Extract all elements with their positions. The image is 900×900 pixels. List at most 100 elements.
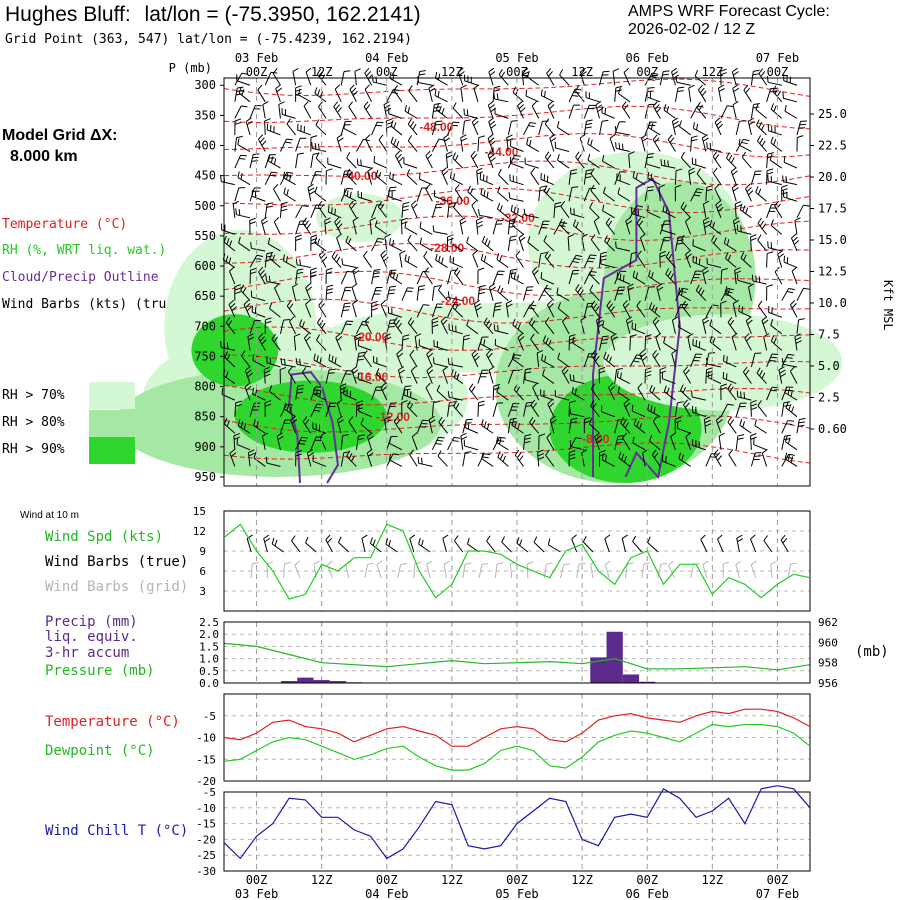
wind-barb [234, 402, 237, 417]
wind-barb-flag [253, 451, 257, 459]
wind-barb-flag [389, 190, 396, 192]
wind-barb-flag [496, 385, 500, 393]
wind-barb [614, 419, 619, 434]
wind-barb [659, 237, 665, 252]
wind-barb-flag [237, 419, 241, 426]
wind-barb-flag [290, 415, 296, 421]
wind-barb-flag [489, 283, 495, 288]
wind-barb-flag [517, 423, 520, 430]
wind-barb-flag [303, 101, 309, 107]
wind-barb-flag [453, 400, 458, 407]
wind-barb-flag [686, 253, 692, 259]
wind-barb [583, 271, 591, 285]
wind-barb-flag [790, 299, 796, 306]
wind-barb-flag [634, 357, 642, 360]
wind-barb-flag [545, 287, 552, 290]
true-barb-flag [782, 537, 788, 544]
wind-barb-flag [736, 390, 739, 397]
wind-barb-flag [712, 221, 716, 229]
wind-barb [316, 339, 327, 351]
wind-barb [648, 127, 661, 136]
wind-barb [336, 237, 342, 252]
wind-barb-flag [587, 153, 591, 161]
wind-barb-flag [509, 238, 517, 242]
label-pressure-unit: (mb) [855, 644, 889, 660]
true-barb [750, 538, 757, 553]
wind-barb-flag [788, 287, 795, 291]
wind-barb-flag [630, 334, 637, 337]
wind-barb-flag [283, 402, 287, 410]
wind-barb-flag [532, 266, 538, 272]
wind-barb-flag [547, 154, 552, 161]
wind-barb [581, 452, 585, 467]
grid-barb-flag [668, 560, 674, 566]
wind-barb-flag [517, 323, 521, 330]
wind-barb [714, 188, 722, 202]
top-hour-label: 12Z [311, 65, 333, 79]
wind-barb [561, 371, 570, 384]
wind-barb-flag [337, 107, 342, 113]
wind-barb-flag [604, 235, 608, 242]
wind-barb [481, 458, 494, 467]
true-barb [717, 539, 724, 553]
wind-barb-flag [589, 268, 593, 275]
wind-barb-flag [236, 135, 243, 139]
wind-barb [470, 155, 479, 169]
wind-barb-flag [522, 71, 529, 76]
wind-barb [286, 123, 297, 136]
true-barb-flag [547, 538, 551, 545]
wind-barb [407, 406, 418, 418]
wind-barb-flag [703, 217, 710, 222]
wind-barb-flag [740, 252, 745, 259]
wind-barb-flag [600, 251, 608, 255]
wind-barb-flag [617, 386, 621, 393]
wind-barb-flag [488, 366, 495, 371]
wind-barb [725, 258, 737, 268]
wind-barb-flag [259, 336, 265, 342]
wind-barb-flag [787, 437, 791, 444]
wind-barb-flag [663, 104, 667, 111]
wind-barb [696, 173, 707, 185]
wind-barb-flag [436, 439, 444, 442]
wind-barb-flag [460, 84, 467, 89]
grid-barb-flag [627, 562, 634, 565]
wind-barb [553, 203, 556, 218]
wind-barb-flag [469, 188, 474, 195]
wind-barb [434, 95, 448, 103]
wind-barb [732, 104, 737, 119]
wind-barb-flag [750, 403, 757, 407]
wind-barb [606, 305, 616, 318]
wind-barb-flag [790, 390, 793, 397]
wind-barb-flag [681, 289, 684, 296]
top-hour-label: 00Z [246, 65, 268, 79]
wind-barb [661, 229, 676, 235]
wind-barb [426, 353, 433, 368]
wind-barb-flag [587, 137, 590, 145]
wind-barb-flag [447, 291, 450, 298]
wind-barb-flag [304, 333, 310, 339]
wind-barb [447, 304, 454, 318]
wind-barb-flag [402, 201, 410, 205]
wind-barb [639, 237, 646, 252]
wind-barb [452, 107, 464, 119]
wind-barb-flag [726, 291, 733, 294]
grid-barb-flag [426, 560, 433, 565]
wind-barb-flag [732, 170, 738, 176]
wind-barb [544, 290, 555, 302]
wind-barb-flag [669, 137, 675, 143]
true-barb [271, 543, 284, 553]
wind-barb-flag [356, 407, 363, 411]
wind-barb-flag [659, 366, 667, 371]
wind-barb-flag [537, 453, 544, 457]
wind-barb [468, 388, 479, 401]
wind-barb [390, 125, 403, 136]
wind-barb-flag [766, 251, 774, 255]
wind-barb-flag [432, 320, 439, 324]
wind-barb [459, 220, 464, 235]
wind-barb-flag [377, 121, 384, 124]
wind-barb-flag [395, 319, 400, 326]
wind-barb-flag [395, 273, 399, 281]
wind-barb-flag [389, 171, 391, 179]
wind-barb-flag [463, 334, 471, 337]
pressure-axis-title: P (mb) [169, 61, 212, 75]
